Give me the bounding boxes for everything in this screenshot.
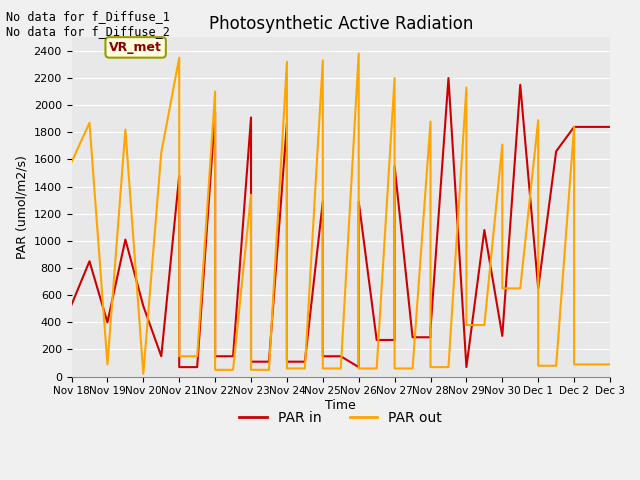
PAR in bbox=[391, 337, 399, 343]
PAR out bbox=[211, 367, 219, 372]
PAR out bbox=[337, 366, 344, 372]
PAR out bbox=[427, 119, 435, 124]
PAR in bbox=[68, 302, 76, 308]
PAR out bbox=[552, 363, 560, 369]
PAR out bbox=[427, 364, 435, 370]
PAR out bbox=[122, 127, 129, 132]
PAR in bbox=[122, 237, 129, 242]
PAR out bbox=[606, 361, 614, 367]
PAR in bbox=[86, 258, 93, 264]
Text: VR_met: VR_met bbox=[109, 41, 162, 54]
PAR out bbox=[68, 159, 76, 165]
PAR in bbox=[481, 227, 488, 233]
PAR in bbox=[427, 326, 435, 332]
PAR in bbox=[445, 75, 452, 81]
PAR in bbox=[337, 353, 344, 359]
PAR out bbox=[104, 361, 111, 367]
PAR in bbox=[265, 359, 273, 365]
PAR out bbox=[104, 361, 111, 367]
PAR in bbox=[247, 115, 255, 120]
PAR out bbox=[140, 371, 147, 377]
PAR out bbox=[193, 353, 201, 359]
PAR in bbox=[534, 286, 542, 291]
PAR out bbox=[355, 366, 362, 372]
PAR out bbox=[211, 89, 219, 95]
PAR in bbox=[606, 124, 614, 130]
PAR out bbox=[499, 286, 506, 291]
PAR out bbox=[481, 322, 488, 328]
PAR in bbox=[516, 82, 524, 88]
PAR in bbox=[283, 359, 291, 365]
PAR out bbox=[516, 286, 524, 291]
PAR out bbox=[391, 75, 399, 81]
Legend: PAR in, PAR out: PAR in, PAR out bbox=[234, 406, 448, 431]
PAR out bbox=[283, 366, 291, 372]
PAR in bbox=[409, 335, 417, 340]
PAR in bbox=[427, 335, 435, 340]
PAR out bbox=[409, 366, 417, 372]
PAR out bbox=[391, 366, 399, 372]
PAR out bbox=[355, 51, 362, 57]
PAR in bbox=[319, 353, 326, 359]
PAR in bbox=[463, 364, 470, 370]
PAR out bbox=[445, 364, 452, 370]
PAR in bbox=[499, 333, 506, 339]
PAR in bbox=[588, 124, 596, 130]
PAR in bbox=[570, 124, 578, 130]
PAR in bbox=[301, 359, 308, 365]
X-axis label: Time: Time bbox=[325, 399, 356, 412]
PAR in bbox=[104, 320, 111, 325]
PAR in bbox=[463, 364, 470, 370]
PAR out bbox=[175, 353, 183, 359]
PAR in bbox=[534, 286, 542, 291]
PAR in bbox=[499, 333, 506, 339]
PAR out bbox=[463, 84, 470, 90]
PAR out bbox=[283, 59, 291, 65]
PAR out bbox=[463, 322, 470, 328]
PAR in bbox=[140, 303, 147, 309]
Title: Photosynthetic Active Radiation: Photosynthetic Active Radiation bbox=[209, 15, 473, 33]
PAR out bbox=[247, 192, 255, 198]
PAR in bbox=[319, 199, 326, 204]
PAR in bbox=[140, 303, 147, 309]
PAR in bbox=[391, 163, 399, 169]
PAR in bbox=[104, 320, 111, 325]
PAR out bbox=[319, 366, 326, 372]
PAR out bbox=[570, 361, 578, 367]
PAR in bbox=[373, 337, 381, 343]
PAR out bbox=[499, 142, 506, 147]
Line: PAR out: PAR out bbox=[72, 54, 610, 374]
PAR out bbox=[247, 367, 255, 372]
PAR in bbox=[283, 120, 291, 126]
PAR in bbox=[570, 124, 578, 130]
PAR in bbox=[247, 359, 255, 365]
PAR in bbox=[211, 109, 219, 115]
PAR in bbox=[211, 353, 219, 359]
PAR out bbox=[175, 55, 183, 60]
PAR out bbox=[86, 120, 93, 126]
PAR out bbox=[570, 124, 578, 130]
PAR out bbox=[319, 58, 326, 63]
PAR in bbox=[193, 364, 201, 370]
PAR in bbox=[157, 353, 165, 359]
Y-axis label: PAR (umol/m2/s): PAR (umol/m2/s) bbox=[15, 155, 28, 259]
PAR in bbox=[175, 173, 183, 179]
PAR in bbox=[355, 199, 362, 204]
PAR out bbox=[534, 363, 542, 369]
PAR out bbox=[373, 366, 381, 372]
PAR out bbox=[301, 366, 308, 372]
PAR out bbox=[157, 150, 165, 156]
PAR in bbox=[552, 148, 560, 154]
Line: PAR in: PAR in bbox=[72, 78, 610, 367]
PAR out bbox=[265, 367, 273, 372]
PAR out bbox=[229, 367, 237, 372]
PAR out bbox=[534, 117, 542, 123]
PAR in bbox=[355, 364, 362, 370]
PAR out bbox=[588, 361, 596, 367]
PAR out bbox=[140, 371, 147, 377]
Text: No data for f_Diffuse_1
No data for f_Diffuse_2: No data for f_Diffuse_1 No data for f_Di… bbox=[6, 10, 170, 37]
PAR in bbox=[229, 353, 237, 359]
PAR in bbox=[175, 364, 183, 370]
